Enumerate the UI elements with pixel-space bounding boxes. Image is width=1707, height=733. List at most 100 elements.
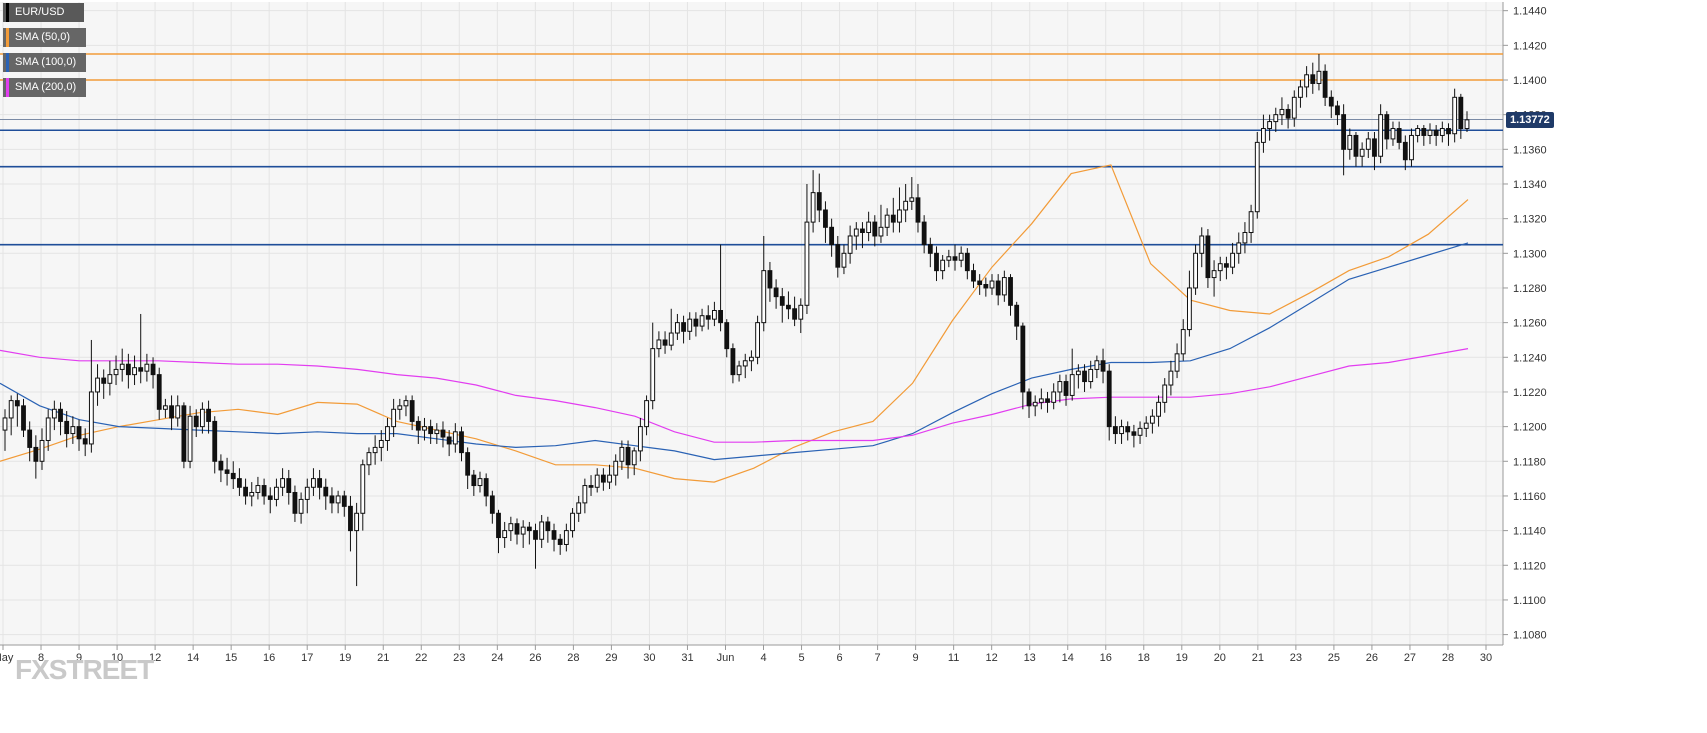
y-tick-label: 1.1320	[1513, 214, 1547, 226]
candle-body	[878, 226, 884, 237]
candle-body	[8, 400, 14, 419]
candle-body	[1205, 235, 1211, 279]
candle-body	[113, 368, 119, 376]
x-tick-label: 20	[1214, 652, 1226, 664]
candle-body	[415, 420, 421, 431]
candle-body	[280, 478, 286, 488]
candle-body	[681, 322, 686, 332]
candle-body	[255, 485, 261, 493]
candle-body	[742, 360, 748, 367]
candle-body	[711, 310, 717, 320]
x-tick-label: 6	[837, 652, 843, 664]
candle-body	[1051, 391, 1057, 403]
candle-body	[1285, 108, 1291, 119]
sma-line-sma-100-0-	[0, 242, 1469, 461]
candle-body	[656, 339, 662, 350]
candle-body	[230, 472, 236, 480]
candle-body	[1125, 426, 1131, 433]
candle-body	[1335, 105, 1340, 116]
legend-item-sma100[interactable]: SMA (100,0)	[3, 53, 86, 72]
x-tick-label: 21	[1252, 652, 1264, 664]
candle-body	[860, 228, 865, 234]
candle-body	[329, 495, 335, 504]
candle-body	[989, 280, 995, 289]
y-tick-label: 1.1280	[1513, 283, 1547, 295]
candle-body	[162, 405, 168, 410]
candle-body	[27, 429, 33, 448]
candle-body	[1088, 368, 1094, 383]
candle-body	[14, 400, 20, 407]
candle-body	[909, 197, 915, 202]
candle-body	[1359, 148, 1365, 157]
x-tick-label: 26	[529, 652, 541, 664]
candle-body	[964, 252, 970, 272]
candle-body	[724, 322, 730, 350]
candle-body	[311, 478, 316, 488]
candle-body	[1353, 134, 1359, 157]
candle-body	[1452, 96, 1458, 135]
x-tick-label: 31	[681, 652, 693, 664]
candle-body	[514, 523, 520, 535]
candle-body	[1254, 141, 1260, 213]
candle-body	[274, 486, 279, 500]
x-tick-label: 14	[1062, 652, 1074, 664]
candle-body	[946, 256, 952, 261]
candle-body	[1063, 381, 1069, 396]
candle-body	[798, 304, 804, 320]
candle-body	[816, 192, 822, 211]
candle-body	[434, 429, 440, 435]
candle-body	[668, 332, 674, 346]
candle-body	[409, 400, 415, 422]
legend-item-sma200[interactable]: SMA (200,0)	[3, 78, 86, 97]
candle-body	[372, 446, 378, 454]
candle-body	[144, 363, 150, 372]
y-tick-label: 1.1200	[1513, 422, 1547, 434]
candle-body	[570, 512, 575, 532]
candle-body	[835, 244, 841, 268]
candle-body	[705, 315, 711, 320]
candle-body	[261, 485, 267, 497]
candle-body	[181, 405, 187, 462]
x-tick-label: 13	[1024, 652, 1036, 664]
candle-body	[761, 270, 767, 324]
candle-body	[107, 374, 113, 384]
candle-body	[755, 322, 761, 358]
candle-body	[1162, 384, 1168, 403]
y-tick-label: 1.1100	[1513, 595, 1546, 607]
candle-body	[298, 498, 304, 514]
candle-body	[557, 538, 563, 545]
candle-body	[1261, 128, 1266, 143]
candle-body	[1415, 128, 1421, 136]
candle-body	[119, 363, 125, 370]
candle-body	[1186, 287, 1192, 331]
legend-swatch-eurusd	[6, 3, 9, 22]
candle-body	[533, 530, 538, 540]
candle-body	[508, 523, 514, 532]
x-tick-label: May	[0, 652, 14, 664]
candle-body	[175, 405, 181, 419]
candle-body	[366, 452, 372, 466]
candle-body	[1446, 128, 1451, 135]
candle-body	[489, 495, 495, 514]
candle-body	[249, 491, 255, 497]
candle-body	[452, 431, 458, 445]
candle-body	[841, 252, 847, 268]
candle-body	[88, 391, 94, 445]
candle-body	[520, 526, 526, 535]
candle-body	[477, 478, 483, 487]
candle-body	[625, 446, 631, 466]
candle-body	[403, 400, 409, 407]
candle-body	[335, 495, 341, 504]
candle-body	[199, 408, 205, 428]
candle-body	[459, 431, 464, 454]
legend-item-eurusd[interactable]: EUR/USD	[3, 3, 84, 22]
candle-body	[1396, 128, 1402, 143]
x-tick-label: 29	[605, 652, 617, 664]
candle-body	[1378, 114, 1384, 157]
candle-body	[915, 197, 921, 223]
logo-text-fx: FX	[15, 654, 50, 685]
candle-body	[576, 502, 582, 514]
legend-item-sma50[interactable]: SMA (50,0)	[3, 28, 86, 47]
candle-body	[1242, 232, 1248, 244]
